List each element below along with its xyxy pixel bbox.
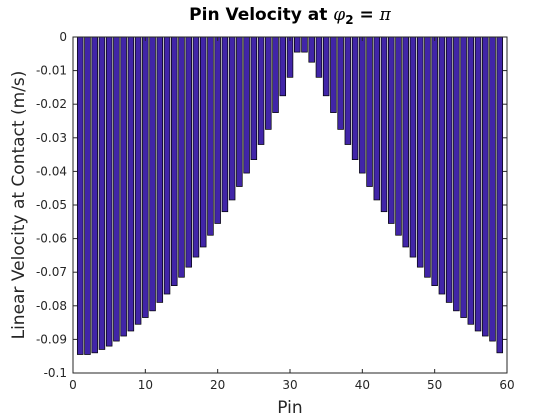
x-axis: 0 10 20 30 40 50 60	[69, 37, 515, 392]
bar-pin-24	[243, 36, 250, 174]
bar-pin-27	[265, 36, 272, 130]
bar-pin-21	[221, 36, 229, 213]
bar-pin-35	[322, 36, 330, 97]
bar-pin-8	[127, 36, 135, 332]
bar-pin-38	[344, 36, 352, 145]
bar-pin-45	[395, 36, 402, 236]
title-prefix: Pin Velocity at	[189, 5, 333, 25]
bar-pin-14	[171, 36, 178, 286]
bar-pin-32	[301, 36, 308, 53]
y-tick-label: -0.03	[36, 131, 67, 145]
bar-pin-20	[214, 36, 221, 224]
bar-pin-40	[359, 36, 366, 174]
y-axis: 0 -0.01 -0.02 -0.03 -0.04 -0.05 -0.06 -0.07 -0.0…	[36, 30, 507, 380]
x-tick-label: 20	[210, 378, 225, 392]
title-phi-symbol: φ	[333, 5, 345, 25]
bar-pin-49	[424, 36, 431, 278]
y-axis-label: Linear Velocity at Contact (m/s)	[9, 71, 29, 340]
bar-pin-4	[98, 36, 106, 350]
y-tick-label: -0.06	[36, 232, 67, 246]
bar-pin-13	[163, 36, 171, 295]
y-tick-label: -0.01	[36, 64, 67, 78]
bar-pin-15	[178, 36, 185, 278]
x-tick-label: 10	[138, 378, 153, 392]
bar-pin-50	[431, 36, 438, 286]
bar-pin-34	[315, 36, 323, 78]
title-subscript: 2	[345, 13, 353, 27]
bar-pin-31	[293, 36, 301, 53]
bar-pin-59	[496, 36, 504, 354]
bar-pin-26	[257, 36, 265, 145]
bar-pin-23	[236, 36, 243, 187]
bar-pin-52	[445, 36, 453, 303]
x-tick-label: 50	[427, 378, 442, 392]
bar-pin-7	[120, 36, 127, 337]
title-pi-symbol: π	[379, 5, 392, 25]
bar-pin-54	[460, 36, 467, 318]
bar-pin-53	[453, 36, 460, 312]
bar-pin-47	[409, 36, 417, 258]
bar-pin-51	[438, 36, 446, 295]
bar-pin-18	[199, 36, 207, 248]
bar-pin-16	[185, 36, 192, 268]
x-tick-label: 0	[69, 378, 77, 392]
title-equals: =	[354, 5, 380, 25]
bar-pin-28	[272, 36, 279, 113]
y-tick-label: 0	[59, 30, 67, 44]
y-tick-label: -0.05	[36, 198, 67, 212]
bar-pin-33	[308, 36, 315, 63]
x-axis-label: Pin	[277, 398, 302, 418]
x-tick-label: 30	[282, 378, 297, 392]
bar-pin-25	[250, 36, 258, 160]
bar-pin-55	[467, 36, 475, 325]
chart-title: Pin Velocity at φ2 = π	[189, 5, 391, 27]
bar-pin-58	[489, 36, 496, 342]
bar-pin-36	[330, 36, 337, 113]
bar-pin-44	[388, 36, 395, 224]
bar-pin-3	[91, 36, 98, 354]
y-tick-label: -0.04	[36, 164, 67, 178]
bar-pin-17	[192, 36, 200, 258]
bar-pin-46	[402, 36, 409, 248]
bar-pin-2	[84, 36, 91, 355]
bar-pin-57	[482, 36, 489, 337]
bar-pin-5	[105, 36, 113, 347]
bar-pin-42	[373, 36, 381, 201]
bar-pin-56	[474, 36, 482, 332]
bar-pin-41	[366, 36, 373, 187]
y-tick-label: -0.07	[36, 265, 67, 279]
bar-pin-11	[149, 36, 156, 312]
bar-pin-29	[279, 36, 287, 97]
x-tick-label: 60	[499, 378, 514, 392]
bar-pin-9	[134, 36, 142, 325]
y-tick-label: -0.08	[36, 299, 67, 313]
bar-pin-22	[228, 36, 236, 201]
bar-pin-30	[286, 36, 294, 78]
y-tick-label: -0.1	[44, 366, 67, 380]
bar-pin-19	[207, 36, 214, 236]
bar-pin-12	[156, 36, 164, 303]
bar-pin-39	[351, 36, 359, 160]
y-tick-label: -0.02	[36, 97, 67, 111]
y-tick-label: -0.09	[36, 332, 67, 346]
bar-pin-43	[380, 36, 388, 213]
bar-pin-1	[76, 36, 84, 355]
x-tick-label: 40	[355, 378, 370, 392]
bar-pin-10	[142, 36, 149, 318]
bar-pin-6	[113, 36, 120, 342]
bar-pin-37	[337, 36, 344, 130]
bar-pin-48	[416, 36, 424, 268]
